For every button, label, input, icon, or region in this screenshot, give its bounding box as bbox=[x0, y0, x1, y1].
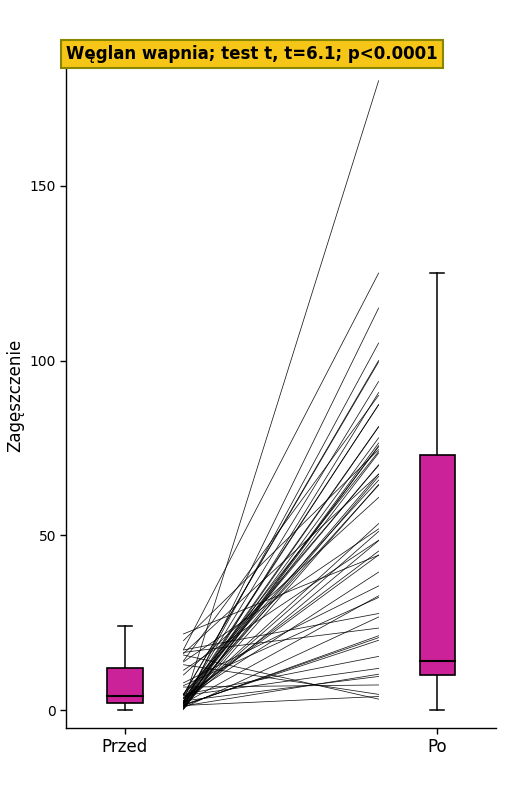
Bar bbox=[420, 455, 455, 676]
Bar bbox=[107, 668, 143, 703]
Text: Węglan wapnia; test t, t=6.1; p<0.0001: Węglan wapnia; test t, t=6.1; p<0.0001 bbox=[66, 45, 438, 63]
Y-axis label: Zagęszczenie: Zagęszczenie bbox=[6, 339, 24, 452]
